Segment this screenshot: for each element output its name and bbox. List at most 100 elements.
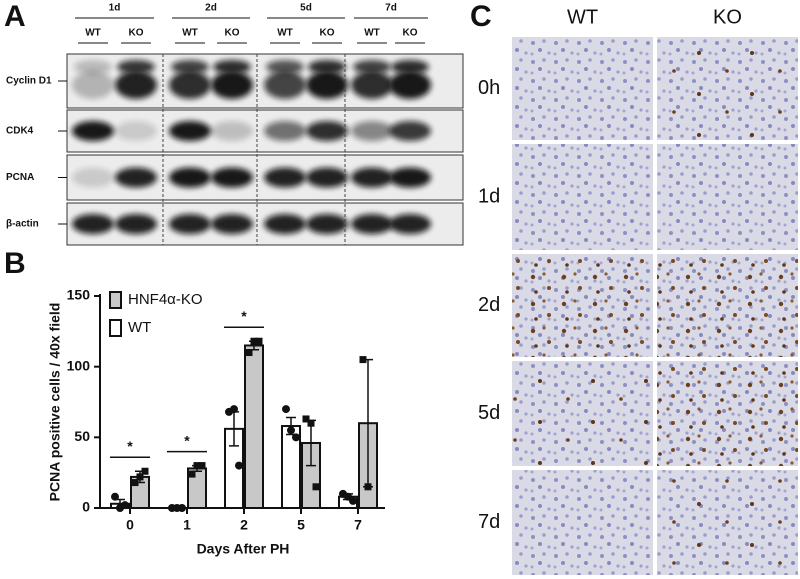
blot-band — [72, 121, 114, 141]
panel-letter: C — [470, 0, 492, 33]
blot-band — [211, 71, 253, 99]
protein-label: PCNA — [6, 172, 34, 183]
blot-band — [169, 167, 211, 188]
data-point — [312, 483, 320, 491]
data-point — [302, 415, 310, 423]
legend-label: HNF4α-KO — [128, 291, 203, 308]
data-point — [193, 462, 201, 470]
blot-band — [264, 167, 306, 188]
blot-band — [264, 214, 306, 234]
blot-band — [211, 121, 253, 141]
blot-band — [115, 71, 157, 99]
significance-star: * — [184, 432, 190, 448]
panel-letter: B — [4, 247, 26, 280]
tissue-image — [512, 470, 653, 575]
legend-swatch — [109, 291, 122, 309]
data-point — [307, 419, 315, 427]
tissue-image — [657, 144, 798, 250]
tissue-stain — [512, 361, 653, 466]
blot-band — [213, 60, 251, 74]
lane-label: WT — [85, 28, 101, 39]
blot-band — [353, 60, 391, 74]
blot-band — [389, 167, 431, 188]
blot-band — [115, 167, 157, 188]
x-tick-label: 7 — [354, 517, 362, 533]
row-label: 5d — [478, 402, 500, 424]
data-point — [131, 479, 139, 487]
lane-label: KO — [320, 28, 335, 39]
blot-band — [306, 71, 348, 99]
blot-band — [351, 121, 393, 141]
panel-letter: A — [4, 0, 26, 33]
legend-label: WT — [128, 319, 151, 336]
blot-band — [306, 167, 348, 188]
blot-band — [117, 60, 155, 74]
blot-band — [389, 214, 431, 234]
tissue-stain — [512, 254, 653, 357]
lane-label: KO — [225, 28, 240, 39]
tissue-stain — [657, 470, 798, 575]
row-label: 7d — [478, 511, 500, 533]
blot-band — [389, 121, 431, 141]
y-tick-label: 0 — [82, 499, 90, 515]
blot-band — [74, 60, 112, 74]
histology: WT KO 0h 1d 2d 5d 7d — [478, 6, 798, 575]
x-tick-label: 2 — [240, 517, 248, 533]
y-tick-label: 150 — [67, 287, 91, 303]
blot-band — [264, 121, 306, 141]
timepoint-label: 5d — [300, 3, 312, 14]
tissue-stain — [657, 361, 798, 466]
data-point — [136, 473, 144, 481]
timepoint-label: 2d — [205, 3, 217, 14]
blot-band — [72, 71, 114, 99]
blot-band — [115, 121, 157, 141]
lane-label: KO — [403, 28, 418, 39]
x-axis-title: Days After PH — [197, 541, 290, 557]
row-label: 0h — [478, 77, 500, 99]
timepoint-label: 7d — [385, 3, 397, 14]
blot-band — [351, 167, 393, 188]
data-point — [230, 405, 238, 414]
data-point — [111, 492, 119, 501]
data-point — [292, 433, 300, 442]
data-point — [250, 337, 258, 345]
column-label: WT — [567, 6, 598, 28]
data-point — [198, 462, 206, 470]
data-point — [287, 426, 295, 435]
tissue-image — [512, 37, 653, 140]
data-point — [121, 501, 129, 510]
data-point — [188, 470, 196, 478]
y-tick-label: 100 — [67, 357, 91, 373]
column-label: KO — [713, 6, 742, 28]
y-tick-label: 50 — [74, 428, 90, 444]
bar — [244, 344, 264, 510]
legend-swatch — [109, 319, 122, 337]
data-point — [364, 483, 372, 491]
x-tick-label: 1 — [183, 517, 191, 533]
western-blot: 1d WT KO 2d WT KO 5d WT KO 7d WT KO Cyclin D1 CDK4 PCN… — [6, 3, 464, 246]
blot-band — [169, 71, 211, 99]
lane-label: KO — [129, 28, 144, 39]
lane-label: WT — [364, 28, 380, 39]
row-label: 1d — [478, 185, 500, 207]
lane-label: WT — [277, 28, 293, 39]
blot-band — [306, 214, 348, 234]
blot-band — [266, 60, 304, 74]
blot-band — [115, 214, 157, 234]
blot-band — [351, 214, 393, 234]
data-point — [282, 405, 290, 414]
blot-band — [72, 167, 114, 188]
blot-band — [306, 121, 348, 141]
tissue-image — [512, 144, 653, 250]
significance-star: * — [127, 438, 133, 454]
blot-band — [211, 214, 253, 234]
blot-band — [391, 60, 429, 74]
blot-band — [264, 71, 306, 99]
blot-band — [389, 71, 431, 99]
data-point — [255, 337, 263, 345]
data-point — [359, 356, 367, 364]
blot-band — [169, 214, 211, 234]
data-point — [245, 349, 253, 357]
data-point — [178, 504, 186, 512]
